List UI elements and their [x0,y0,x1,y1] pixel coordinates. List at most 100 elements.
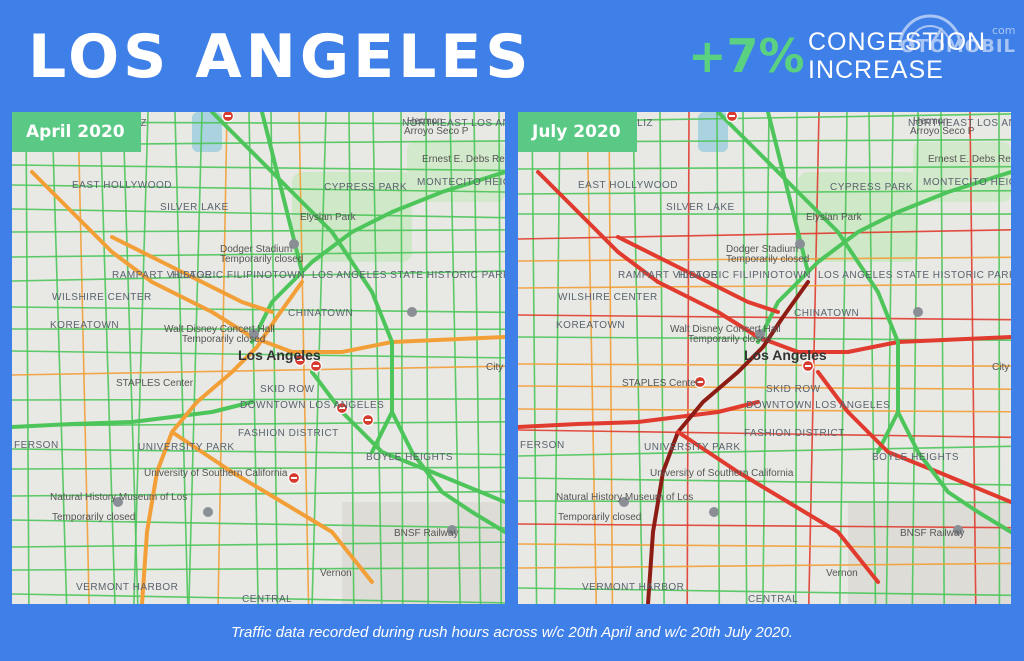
map-place-vermont-harbor: VERMONT HARBOR [582,582,685,593]
map-place-silver-lake: SILVER LAKE [666,202,735,213]
street-segment [518,256,1011,262]
map-place-koreatown: KOREATOWN [50,320,120,331]
street-segment [248,112,259,604]
caption: Traffic data recorded during rush hours … [231,624,793,641]
map-place-vernon: Vernon [320,568,352,579]
street-segment [12,306,505,314]
street-segment [518,445,1011,457]
map-place-fashion-district: FASHION DISTRICT [238,428,339,439]
street-segment [518,314,1011,321]
map-place-natural-history: Natural History Museum of Los [556,492,694,503]
street-segment [518,385,1011,390]
map-place-ernest-debs: Ernest E. Debs Regional Park [422,154,505,165]
map-place-historic-filipinotown: HISTORIC FILIPINOTOWN [678,270,811,281]
map-april-roads [12,112,505,604]
street-segment [518,500,1011,504]
map-place-university-park: UNIVERSITY PARK [644,442,741,453]
highway-route [536,170,1011,354]
map-place-koreatown: KOREATOWN [556,320,626,331]
map-place-montecito-heights: MONTECITO HEIGHTS [417,177,505,188]
map-place-hermon: Hermon [913,116,949,127]
road-closed-icon [693,375,707,389]
map-july-roads [518,112,1011,604]
watermark-text: OTOMOBIL [900,36,1016,57]
map-label-july: July 2020 [518,112,637,152]
poi-marker-icon [795,239,805,249]
poi-marker-icon [113,497,123,507]
street-segment [12,184,505,193]
map-place-ferson: FERSON [520,440,565,451]
poi-marker-icon [289,239,299,249]
watermark-logo-icon: com [898,14,1016,47]
map-place-bnsf-railway: BNSF Railway [394,528,459,539]
street-segment [12,420,505,427]
map-place-wilshire-center: WILSHIRE CENTER [52,292,152,303]
map-place-downtown-la: DOWNTOWN LOS ANGELES [240,400,385,411]
map-place-university-park: UNIVERSITY PARK [138,442,235,453]
map-place-wilshire-center: WILSHIRE CENTER [558,292,658,303]
highway-route [756,170,1011,344]
street-segment [742,112,748,604]
highway-route [170,430,374,584]
street-segment [518,562,1011,569]
poi-marker-icon [249,329,259,339]
street-segment [518,477,1011,486]
map-place-boyle-heights: BOYLE HEIGHTS [872,452,960,463]
street-segment [686,112,690,604]
street-segment [12,567,505,571]
map-place-downtown-la: DOWNTOWN LOS ANGELES [746,400,891,411]
map-place-arroyo-seco: Arroyo Seco P [910,126,975,137]
map-place-cypress-park: CYPRESS PARK [324,182,408,193]
highway-route [250,170,505,344]
congestion-stat-value: +7% [688,29,805,83]
road-closed-icon [725,112,739,123]
street-segment [25,112,30,604]
street-segment [518,587,1011,597]
map-place-disney-hall: Walt Disney Concert Hall [670,324,781,335]
map-place-silver-lake: SILVER LAKE [160,202,229,213]
map-place-usc: University of Southern California [650,468,794,479]
highway-route [716,112,900,454]
poi-marker-icon [619,497,629,507]
street-segment [839,112,848,604]
map-place-disney-note: Temporarily closed [688,334,772,345]
highway-route [310,370,505,504]
street-segment [188,112,203,604]
road-closed-icon [293,353,307,367]
road-closed-icon [221,112,235,123]
street-segment [716,112,721,604]
poi-marker-icon [913,307,923,317]
map-place-chinatown: CHINATOWN [288,308,354,319]
map-place-montecito-heights: MONTECITO HEIGHTS [923,177,1011,188]
street-segment [348,112,355,604]
street-segment [762,112,770,604]
street-segment [911,112,919,604]
street-segment [425,112,430,604]
street-segment [12,164,505,172]
map-place-disney-note: Temporarily closed [182,334,266,345]
map-place-dodger-stadium: Dodger Stadium [726,244,799,255]
street-segment [518,363,1011,368]
map-place-natural-history: Natural History Museum of Los [50,492,188,503]
map-place-skid-row: SKID ROW [766,384,821,395]
highway-route [12,400,254,429]
poi-marker-icon [203,507,213,517]
street-segment [12,250,505,258]
poi-marker-icon [755,329,765,339]
map-place-east-hollywood: EAST HOLLYWOOD [72,180,172,191]
map-place-central: CENTRAL [748,594,799,604]
map-place-dodger-stadium: Dodger Stadium [220,244,293,255]
poi-marker-icon [709,507,719,517]
street-segment [174,112,189,604]
road-closed-icon [309,359,323,373]
street-segment [12,398,505,401]
street-segment [12,270,505,282]
highway-route [390,410,505,534]
map-place-elysian-park: Elysian Park [300,212,356,223]
stat-label-line2: INCREASE [808,56,944,84]
street-segment [12,541,505,548]
map-place-ernest-debs: Ernest E. Debs Regional Park [928,154,1011,165]
street-segment [659,112,665,604]
map-place-rampart-village: RAMPART VILLAGE [112,270,212,281]
